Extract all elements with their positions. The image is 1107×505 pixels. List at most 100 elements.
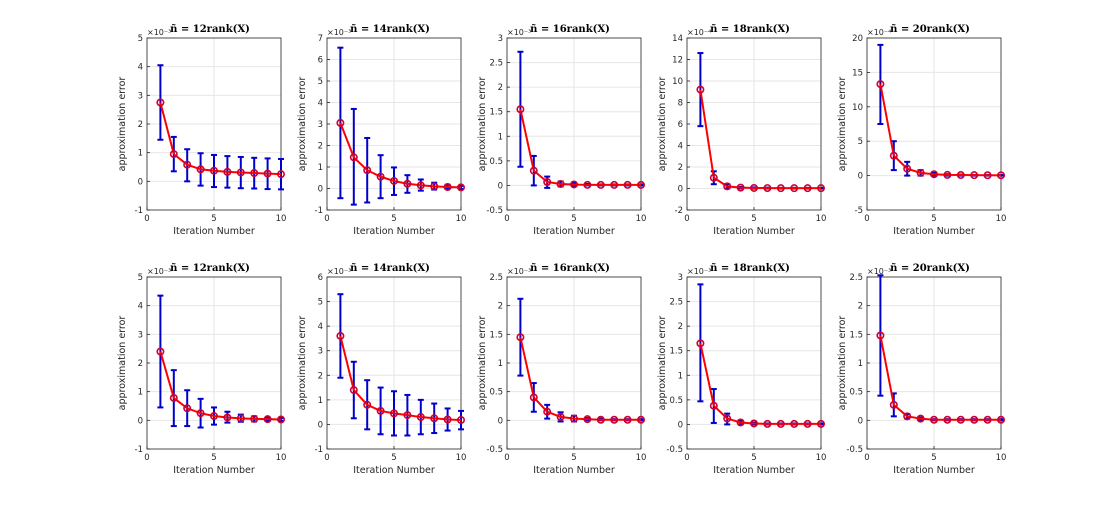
data-point bbox=[596, 180, 605, 189]
data-point bbox=[723, 414, 732, 423]
chart-panel: -0.500.511.522.530 5 10×10⁻³ñ = 18rank(X)I… bbox=[657, 263, 826, 476]
y-tick-label: 4 bbox=[318, 322, 323, 332]
data-point bbox=[156, 98, 165, 107]
x-axis-label: Iteration Number bbox=[533, 465, 615, 476]
data-point bbox=[696, 85, 705, 94]
y-tick-label: 8 bbox=[678, 99, 683, 109]
y-tick-label: -1 bbox=[135, 445, 143, 455]
y-tick-label: -5 bbox=[855, 206, 863, 216]
chart-panel: -0.500.511.522.530 5 10×10⁻³ñ = 16rank(X)I… bbox=[477, 24, 646, 237]
data-point bbox=[529, 393, 538, 402]
x-tick-label: 5 bbox=[211, 214, 216, 224]
series-line bbox=[339, 335, 462, 422]
data-point bbox=[929, 415, 938, 424]
x-tick-label: 5 bbox=[751, 453, 756, 463]
data-point bbox=[263, 415, 272, 424]
y-tick-label: 0.5 bbox=[669, 396, 683, 406]
y-tick-label: 1 bbox=[318, 163, 323, 173]
data-point bbox=[956, 415, 965, 424]
x-tick-label: 10 bbox=[996, 214, 1007, 224]
y-tick-label: 1.5 bbox=[489, 330, 503, 340]
series-line bbox=[879, 335, 1001, 421]
x-tick-label: 0 bbox=[324, 453, 329, 463]
y-tick-label: 4 bbox=[678, 142, 683, 152]
x-tick-label: 10 bbox=[636, 453, 647, 463]
y-tick-label: -0.5 bbox=[486, 445, 503, 455]
data-point bbox=[196, 409, 205, 418]
data-point bbox=[430, 414, 439, 423]
y-tick-label: 0 bbox=[138, 416, 143, 426]
series-line bbox=[159, 102, 282, 176]
series-line bbox=[699, 343, 821, 425]
y-tick-label: 3 bbox=[498, 34, 503, 44]
y-tick-label: 0 bbox=[138, 177, 143, 187]
data-point bbox=[543, 407, 552, 416]
y-tick-label: 0.5 bbox=[489, 157, 503, 167]
data-point bbox=[349, 386, 358, 395]
data-point bbox=[983, 415, 992, 424]
x-tick-label: 5 bbox=[931, 214, 936, 224]
data-point bbox=[623, 180, 632, 189]
x-tick-label: 0 bbox=[324, 214, 329, 224]
y-tick-label: 0.5 bbox=[849, 388, 863, 398]
x-tick-label: 5 bbox=[571, 453, 576, 463]
data-point bbox=[403, 411, 412, 420]
data-point bbox=[970, 171, 979, 180]
exponent-label: ×10⁻³ bbox=[147, 28, 171, 37]
data-point bbox=[336, 118, 345, 127]
data-point bbox=[776, 184, 785, 193]
data-point bbox=[210, 412, 219, 421]
data-point bbox=[736, 418, 745, 427]
data-point bbox=[876, 80, 885, 89]
data-point bbox=[916, 414, 925, 423]
data-point bbox=[903, 412, 912, 421]
data-point bbox=[983, 171, 992, 180]
data-point bbox=[803, 419, 812, 428]
data-point bbox=[250, 169, 259, 178]
y-tick-label: 1 bbox=[498, 132, 503, 142]
exponent-label: ×10⁻⁴ bbox=[867, 28, 891, 37]
y-tick-label: 2.5 bbox=[849, 273, 863, 283]
data-point bbox=[376, 406, 385, 415]
chart-title: ñ = 16rank(X) bbox=[530, 24, 610, 35]
chart-title: ñ = 18rank(X) bbox=[710, 263, 790, 274]
x-axis-label: Iteration Number bbox=[353, 226, 435, 237]
data-point bbox=[169, 150, 178, 159]
data-point bbox=[889, 400, 898, 409]
exponent-label: ×10⁻³ bbox=[507, 267, 531, 276]
data-point bbox=[389, 176, 398, 185]
chart-title: ñ = 16rank(X) bbox=[530, 263, 610, 274]
x-tick-label: 10 bbox=[816, 453, 827, 463]
data-point bbox=[583, 415, 592, 424]
y-tick-label: 0 bbox=[858, 172, 863, 182]
y-tick-label: -1 bbox=[315, 445, 323, 455]
y-tick-label: 5 bbox=[318, 77, 323, 87]
y-tick-label: 2.5 bbox=[669, 298, 683, 308]
y-tick-label: -2 bbox=[675, 206, 683, 216]
data-point bbox=[749, 419, 758, 428]
x-tick-label: 5 bbox=[751, 214, 756, 224]
y-tick-label: 1 bbox=[138, 149, 143, 159]
y-axis-label: approximation error bbox=[837, 316, 848, 411]
series-line bbox=[519, 109, 641, 186]
y-tick-label: 2 bbox=[138, 359, 143, 369]
data-point bbox=[696, 339, 705, 348]
data-point bbox=[276, 415, 285, 424]
data-point bbox=[816, 419, 825, 428]
data-point bbox=[583, 180, 592, 189]
data-point bbox=[403, 179, 412, 188]
y-tick-label: 2.5 bbox=[489, 273, 503, 283]
y-tick-label: -0.5 bbox=[846, 445, 863, 455]
y-tick-label: -1 bbox=[135, 206, 143, 216]
data-point bbox=[169, 393, 178, 402]
data-point bbox=[816, 184, 825, 193]
y-tick-label: 3 bbox=[318, 120, 323, 130]
data-point bbox=[363, 400, 372, 409]
x-tick-label: 10 bbox=[996, 453, 1007, 463]
x-tick-label: 0 bbox=[864, 453, 869, 463]
data-point bbox=[956, 171, 965, 180]
y-tick-label: 6 bbox=[318, 273, 323, 283]
series-line bbox=[879, 83, 1002, 177]
